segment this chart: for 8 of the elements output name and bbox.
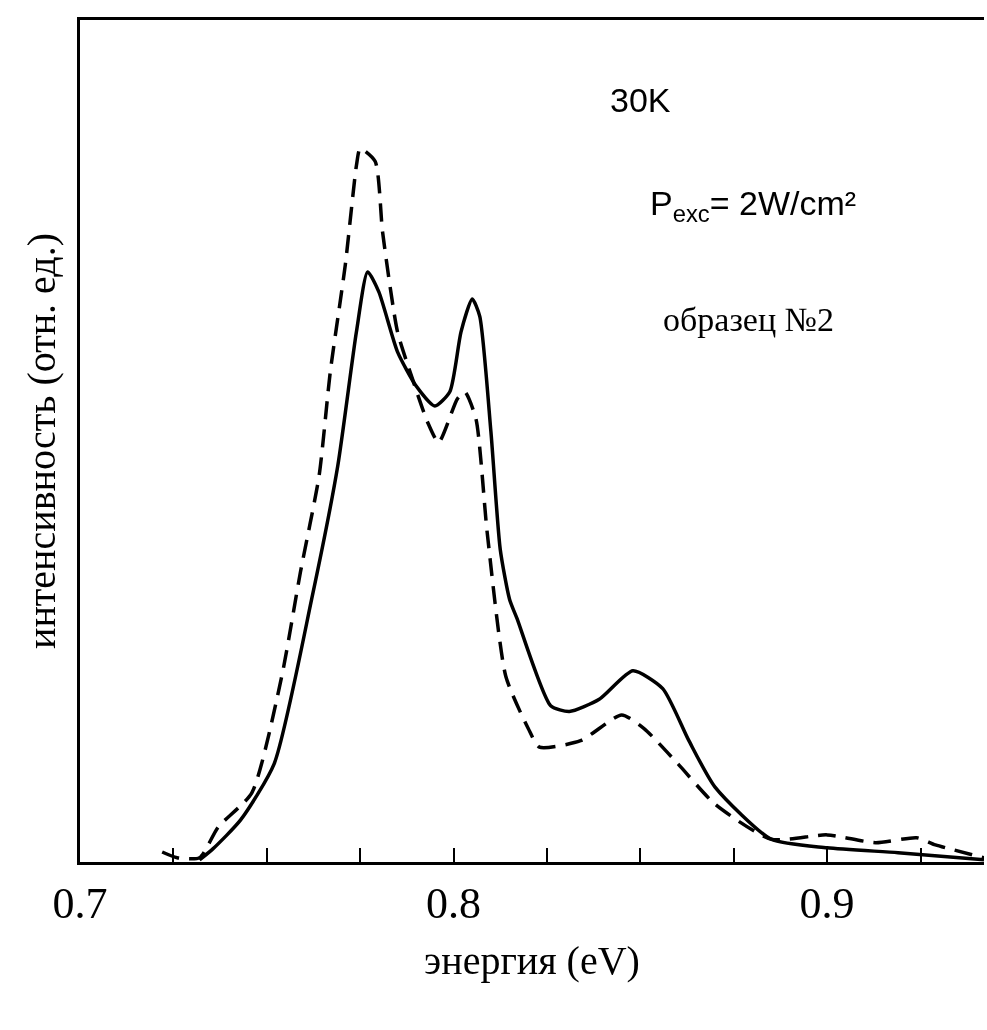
x-axis-title: энергия (eV)	[424, 938, 640, 984]
x-tick-label: 0.7	[52, 878, 108, 928]
x-tick-label: 0.8	[426, 878, 482, 928]
y-axis-title: интенсивность (отн. ед.)	[18, 233, 64, 649]
annotation: образец №2	[663, 301, 835, 338]
annotation: P$_{exc}$= 2W/cm²	[650, 184, 857, 228]
text: 30K	[610, 81, 671, 119]
x-tick-label: 0.9	[799, 878, 855, 928]
